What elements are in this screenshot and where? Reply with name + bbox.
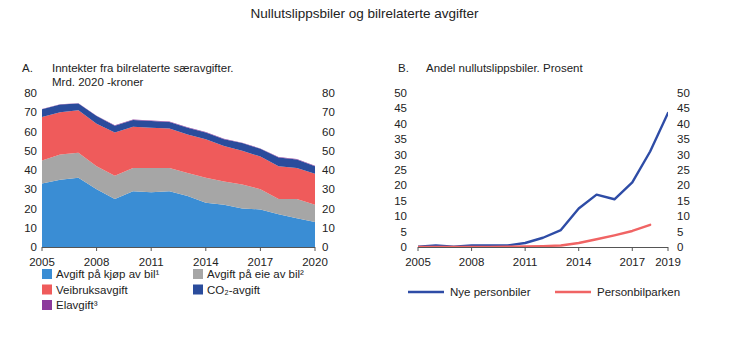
line-series <box>418 225 650 247</box>
y-tick-label: 35 <box>394 133 407 145</box>
x-tick <box>471 247 472 251</box>
x-tick-label: 2019 <box>655 256 681 268</box>
x-tick-label: 2017 <box>248 256 274 268</box>
y2-tick-label: 20 <box>677 179 690 191</box>
legend-label: Veibruksavgift <box>56 284 128 296</box>
panel-subtitle: Andel nullutslippsbiler. Prosent <box>426 62 583 74</box>
y-tick-label: 80 <box>24 87 37 99</box>
y-tick-label: 40 <box>394 118 407 130</box>
y2-tick-label: 50 <box>322 145 335 157</box>
y2-tick-label: 30 <box>677 149 690 161</box>
y2-tick-label: 40 <box>677 118 690 130</box>
legend-swatch <box>42 285 52 295</box>
y-tick-label: 30 <box>394 149 407 161</box>
y2-tick-label: 0 <box>322 241 328 253</box>
y-tick-label: 10 <box>24 222 37 234</box>
panel-label: A. <box>22 62 33 74</box>
y2-tick-label: 50 <box>677 87 690 99</box>
legend-swatch <box>42 300 52 310</box>
y-tick-label: 70 <box>24 106 37 118</box>
y-tick-label: 60 <box>24 126 37 138</box>
y-tick-label: 15 <box>394 195 407 207</box>
y2-tick-label: 80 <box>322 87 335 99</box>
area-series <box>42 104 315 174</box>
y2-tick-label: 25 <box>677 164 690 176</box>
legend-label: Elavgift³ <box>56 299 98 311</box>
area-series <box>42 103 315 166</box>
x-tick-label: 2005 <box>29 256 55 268</box>
x-tick <box>315 247 316 251</box>
x-axis-line <box>42 247 315 248</box>
x-tick <box>205 247 206 251</box>
x-tick <box>668 247 669 251</box>
y-tick-label: 30 <box>24 183 37 195</box>
x-tick <box>151 247 152 251</box>
y-tick-label: 25 <box>394 164 407 176</box>
legend-label: Avgift på kjøp av bil¹ <box>56 268 160 280</box>
y-tick-label: 50 <box>394 87 407 99</box>
y-tick-label: 0 <box>31 241 37 253</box>
y-tick-label: 50 <box>24 145 37 157</box>
y2-tick-label: 10 <box>677 210 690 222</box>
panel-label: B. <box>398 62 409 74</box>
y2-tick-label: 35 <box>677 133 690 145</box>
legend-label: Nye personbiler <box>450 286 531 298</box>
y2-tick-label: 70 <box>322 106 335 118</box>
x-tick-label: 2008 <box>84 256 110 268</box>
y-tick-label: 5 <box>401 226 407 238</box>
figure-title: Nullutslippsbiler og bilrelaterte avgift… <box>250 6 479 21</box>
legend-label: CO₂-avgift <box>207 284 261 296</box>
chart-panel: A. Inntekter fra bilrelaterte særavgifter… <box>22 62 335 311</box>
x-tick <box>42 247 43 251</box>
y-tick-label: 45 <box>394 102 407 114</box>
x-tick-label: 2017 <box>619 256 645 268</box>
x-tick <box>632 247 633 251</box>
y-tick-label: 20 <box>24 203 37 215</box>
y2-tick-label: 30 <box>322 183 335 195</box>
x-tick-label: 2011 <box>139 256 164 268</box>
legend-label: Avgift på eie av bil² <box>207 268 304 280</box>
y-tick-label: 0 <box>401 241 407 253</box>
x-tick-label: 2005 <box>405 256 431 268</box>
x-tick <box>525 247 526 251</box>
y2-tick-label: 45 <box>677 102 690 114</box>
line-series <box>418 113 668 247</box>
legend-swatch <box>42 269 52 279</box>
x-tick <box>96 247 97 251</box>
y2-tick-label: 10 <box>322 222 335 234</box>
y-tick-label: 20 <box>394 179 407 191</box>
y2-tick-label: 40 <box>322 164 335 176</box>
y2-tick-label: 60 <box>322 126 335 138</box>
plot-area <box>418 113 668 247</box>
plot-area <box>42 103 315 247</box>
x-tick <box>418 247 419 251</box>
figure: Nullutslippsbiler og bilrelaterte avgift… <box>0 0 729 353</box>
panel-subtitle: Inntekter fra bilrelaterte særavgifter. <box>52 62 234 74</box>
x-tick <box>260 247 261 251</box>
x-tick <box>578 247 579 251</box>
chart-panel: B.Andel nullutslippsbiler. Prosent200520… <box>394 62 690 298</box>
y2-tick-label: 0 <box>677 241 683 253</box>
legend-swatch <box>193 269 203 279</box>
x-axis-line <box>418 247 668 248</box>
x-tick-label: 2014 <box>566 256 592 268</box>
x-tick-label: 2014 <box>193 256 219 268</box>
x-tick-label: 2008 <box>459 256 485 268</box>
y2-tick-label: 15 <box>677 195 690 207</box>
legend-swatch <box>408 291 444 293</box>
y2-tick-label: 20 <box>322 203 335 215</box>
panel-subtitle: Mrd. 2020 -kroner <box>52 76 144 88</box>
y-tick-label: 10 <box>394 210 407 222</box>
legend-swatch <box>555 291 591 293</box>
x-tick-label: 2020 <box>302 256 328 268</box>
x-tick-label: 2011 <box>513 256 538 268</box>
y-tick-label: 40 <box>24 164 37 176</box>
legend-swatch <box>193 285 203 295</box>
y2-tick-label: 5 <box>677 226 683 238</box>
legend-label: Personbilparken <box>597 286 680 298</box>
